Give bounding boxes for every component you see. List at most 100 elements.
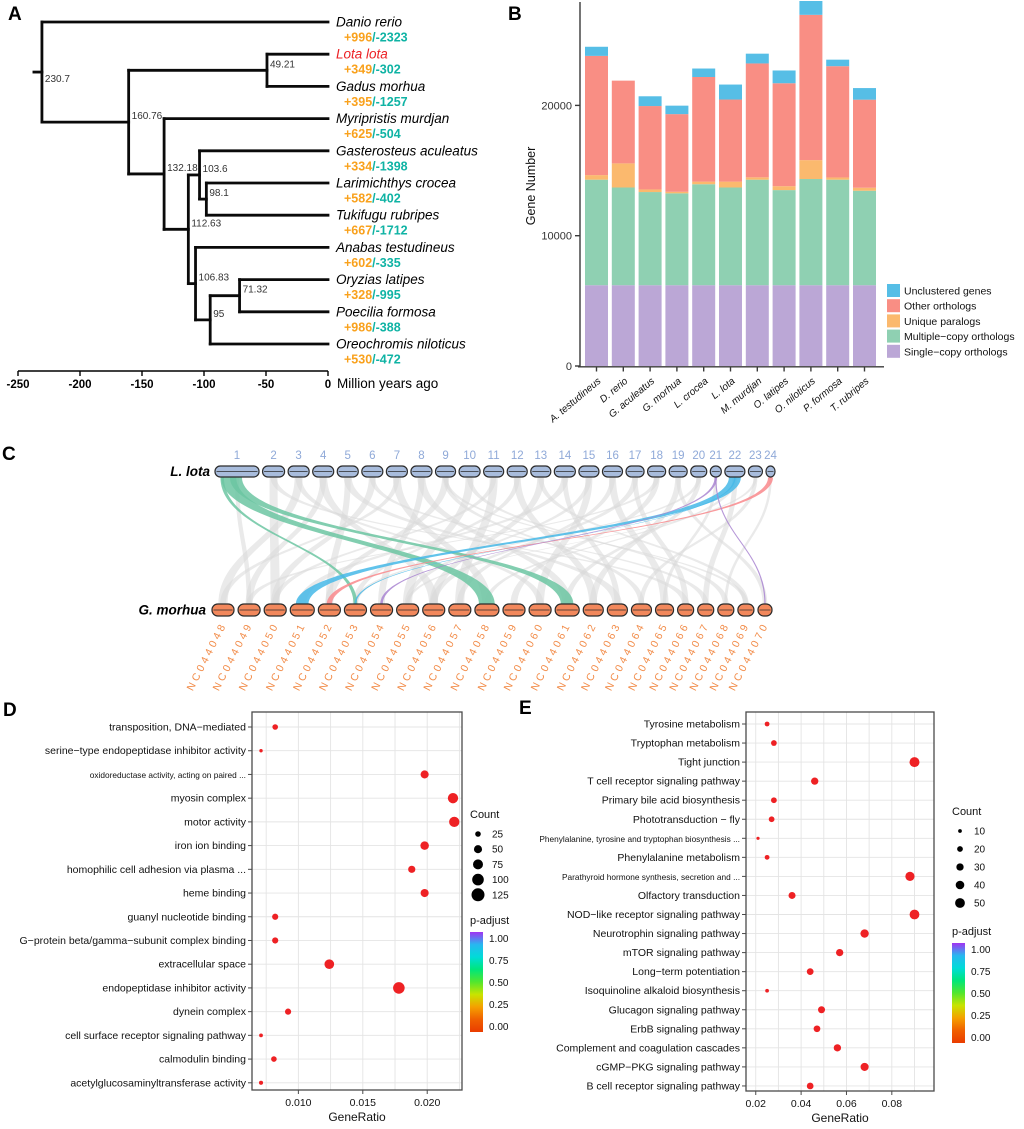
- synteny-ribbon: [272, 477, 497, 604]
- divergence-age-label: 106.83: [199, 273, 230, 284]
- panel-e-kegg-enrichment-dotplot: Tyrosine metabolism Tryptophan metabolism…: [539, 711, 991, 1125]
- category-label: cGMP−PKG signaling pathway: [596, 1061, 741, 1073]
- synteny-ribbon: [429, 477, 545, 604]
- lota-chromosome-number: 21: [709, 450, 722, 462]
- bar-segment: [585, 55, 608, 176]
- category-label: Tyrosine metabolism: [644, 719, 741, 731]
- bar-segment: [745, 177, 769, 180]
- lota-chromosome-number: 1: [234, 450, 240, 462]
- species-name: Oreochromis niloticus: [336, 337, 466, 352]
- panel-d-label: D: [3, 700, 17, 721]
- enrichment-dot: [272, 724, 278, 730]
- category-label: Phototransduction − fly: [633, 814, 741, 826]
- synteny-ribbon: [564, 477, 702, 604]
- divergence-age-label: 132.18: [167, 163, 198, 174]
- divergence-age-label: 103.6: [203, 164, 228, 175]
- gene-gain-loss: +602/-335: [344, 256, 401, 270]
- padjust-tick-label: 0.25: [489, 1000, 509, 1011]
- padjust-tick-label: 1.00: [489, 934, 509, 945]
- synteny-ribbon: [702, 477, 738, 604]
- gene-gain-loss: +986/-388: [344, 320, 401, 334]
- species-name: Lota lota: [336, 47, 388, 62]
- padjust-colorbar: [470, 932, 483, 1032]
- count-legend-value: 20: [974, 845, 986, 856]
- bar-ytick-label: 10000: [541, 231, 572, 243]
- panel-a-label: A: [8, 4, 22, 25]
- enrichment-dot: [771, 740, 777, 746]
- time-axis: [17, 370, 329, 376]
- bar-segment: [826, 285, 850, 366]
- bar-segment: [665, 114, 689, 192]
- bar-segment: [585, 285, 608, 366]
- synteny-ribbon: [455, 477, 498, 604]
- panel-c-label: C: [2, 444, 16, 465]
- x-tick-label: 0.04: [791, 1098, 812, 1110]
- bar-segment: [853, 99, 876, 188]
- category-label: ErbB signaling pathway: [630, 1023, 740, 1035]
- bar-segment: [772, 190, 796, 286]
- lota-chromosome-number: 19: [672, 450, 685, 462]
- species-name: Larimichthys crocea: [336, 176, 457, 191]
- lota-chromosome-number: 7: [394, 450, 400, 462]
- x-tick-label: 0.015: [350, 1097, 376, 1109]
- bar-y-axis-title: Gene Number: [524, 147, 538, 226]
- enrichment-dot: [771, 797, 777, 804]
- count-legend-dot: [955, 898, 965, 908]
- bar-segment: [611, 285, 635, 366]
- category-label: Neurotrophin signaling pathway: [593, 928, 741, 940]
- enrichment-dot: [272, 937, 279, 944]
- gene-gain-loss: +530/-472: [344, 353, 401, 367]
- padjust-legend-title: p-adjust: [470, 915, 509, 927]
- x-tick-label: 0.06: [836, 1098, 857, 1110]
- time-axis-tick: -250: [6, 379, 29, 391]
- count-legend-value: 10: [974, 827, 986, 838]
- lota-chromosome-number: 23: [749, 450, 762, 462]
- lota-chromosome-number: 2: [270, 450, 276, 462]
- divergence-age-label: 160.76: [132, 111, 163, 122]
- count-legend-value: 125: [492, 890, 509, 901]
- enrichment-dot: [818, 1006, 826, 1014]
- lota-chromosome-number: 20: [692, 450, 705, 462]
- bar-segment: [772, 285, 796, 366]
- gridlines: [746, 712, 934, 1091]
- legend-label: Other orthologs: [904, 301, 976, 313]
- bar-segment: [719, 99, 742, 182]
- synteny-ribbon: [538, 477, 749, 604]
- category-label: dynein complex: [173, 1006, 247, 1018]
- bar-segment: [772, 83, 796, 187]
- x-tick-label: 0.02: [746, 1098, 767, 1110]
- legend-label: Multiple−copy orthologs: [904, 331, 1015, 343]
- divergence-age-label: 230.7: [45, 74, 70, 85]
- category-label: myosin complex: [171, 793, 247, 805]
- divergence-age-label: 95: [213, 309, 225, 320]
- category-label: Complement and coagulation cascades: [556, 1042, 740, 1054]
- species-name: Oryzias latipes: [336, 272, 425, 287]
- bar-segment: [853, 88, 876, 100]
- enrichment-dot: [420, 770, 429, 779]
- bar-segment: [611, 163, 635, 188]
- synteny-ribbon: [221, 477, 495, 604]
- gene-gain-loss: +582/-402: [344, 192, 401, 206]
- lota-chromosome-number: 8: [418, 450, 424, 462]
- species-name: Myripristis murdjan: [336, 111, 449, 126]
- bar-segment: [692, 181, 716, 185]
- bar-segment: [745, 285, 769, 366]
- bar-segment: [611, 80, 635, 164]
- lota-chromosome-number: 14: [558, 450, 571, 462]
- count-legend-value: 50: [492, 845, 504, 856]
- enrichment-dot: [909, 909, 920, 920]
- gene-gain-loss: +334/-1398: [344, 159, 408, 173]
- morhua-row-label: G. morhua: [138, 603, 206, 618]
- synteny-ribbon: [430, 477, 639, 604]
- enrichment-dot: [393, 982, 405, 994]
- category-label: Long−term potentiation: [632, 966, 740, 978]
- bar-category-label: A. testudineus: [547, 376, 603, 426]
- count-legend-dot: [471, 888, 485, 902]
- bar-segment: [826, 179, 850, 286]
- synteny-ribbon: [298, 477, 569, 604]
- legend-swatch: [887, 344, 900, 358]
- lota-chromosome-number: 12: [511, 450, 524, 462]
- gene-gain-loss: +996/-2323: [344, 31, 408, 45]
- category-label: serine−type endopeptidase inhibitor acti…: [45, 745, 247, 757]
- synteny-ribbon: [218, 477, 303, 604]
